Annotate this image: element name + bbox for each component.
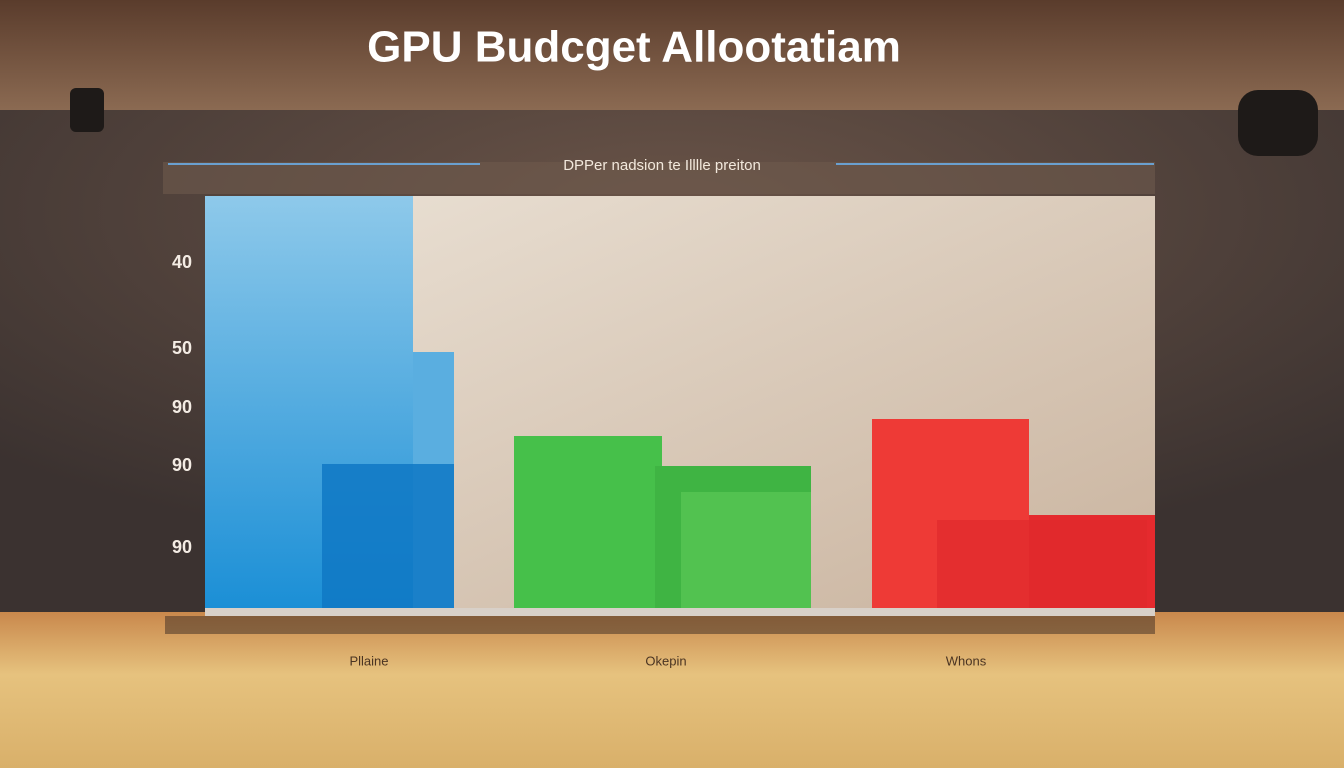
category-label: Okepin <box>645 653 686 668</box>
category-label: Pllaine <box>349 653 388 668</box>
subtitle: DPPer nadsion te Illlle preiton <box>563 157 761 174</box>
axis-label: 90 <box>172 455 192 475</box>
speaker <box>70 88 104 132</box>
category-labels: Pllaine Okepin Whons <box>349 653 986 668</box>
bar <box>937 520 1147 608</box>
ceiling <box>0 0 1344 110</box>
category-label: Whons <box>946 653 987 668</box>
baseline <box>205 608 1155 616</box>
bar <box>681 492 811 608</box>
axis-label: 50 <box>172 338 192 358</box>
title: GPU Budcget Allootatiam <box>367 23 901 72</box>
shadow <box>165 616 1155 634</box>
axis-label: 90 <box>172 397 192 417</box>
axis-label: 90 <box>172 537 192 557</box>
axis-labels: 40 50 90 90 90 <box>172 252 192 557</box>
panel-header <box>163 162 1155 194</box>
floor <box>0 612 1344 768</box>
speaker <box>1238 90 1318 156</box>
bar <box>514 436 662 608</box>
axis-label: 40 <box>172 252 192 272</box>
bar <box>322 464 454 608</box>
